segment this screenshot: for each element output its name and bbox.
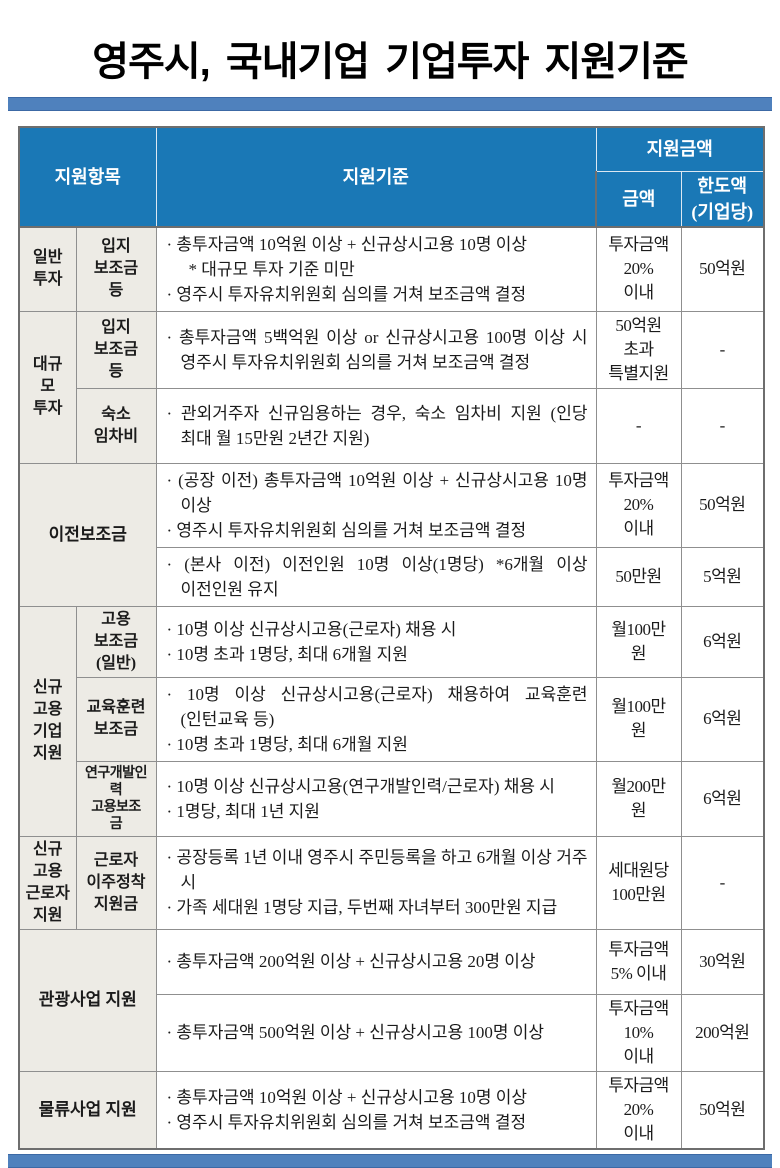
header-support-amount-group: 지원금액	[595, 126, 765, 172]
criteria-line: · 10명 초과 1명당, 최대 6개월 지원	[166, 734, 408, 754]
limit-cell: 50억원	[680, 1070, 765, 1149]
limit-cell: 6억원	[680, 760, 765, 837]
sub-item-cell: 근로자 이주정착 지원금	[75, 835, 157, 930]
criteria-cell: · 공장등록 1년 이내 영주시 주민등록을 하고 6개월 이상 거주 시 · …	[155, 835, 597, 930]
group-cell: 이전보조금	[18, 462, 157, 607]
row-large-investment-lodging: 숙소 임차비 · 관외거주자 신규임용하는 경우, 숙소 임차비 지원 (인당 …	[19, 387, 765, 464]
row-tourism-support-b: · 총투자금액 500억원 이상 + 신규상시고용 100명 이상 투자금액 1…	[19, 993, 765, 1072]
criteria-line: · 총투자금액 10억원 이상 + 신규상시고용 10명 이상	[166, 1087, 528, 1107]
amount-cell: 투자금액 10% 이내	[595, 993, 682, 1072]
row-relocation-subsidy-headquarters: · (본사 이전) 이전인원 10명 이상(1명당) *6개월 이상 이전인원 …	[19, 546, 765, 607]
criteria-line: * 대규모 투자 기준 미만	[188, 259, 355, 279]
sub-item-cell: 교육훈련 보조금	[75, 676, 157, 762]
amount-cell: -	[595, 387, 682, 464]
criteria-line: · 관외거주자 신규임용하는 경우, 숙소 임차비 지원 (인당 최대 월 15…	[166, 403, 588, 448]
amount-cell: 투자금액 5% 이내	[595, 928, 682, 995]
row-logistics-support: 물류사업 지원 · 총투자금액 10억원 이상 + 신규상시고용 10명 이상 …	[18, 1070, 765, 1149]
criteria-line: · (본사 이전) 이전인원 10명 이상(1명당) *6개월 이상 이전인원 …	[166, 554, 588, 599]
criteria-line: · 10명 이상 신규상시고용(근로자) 채용 시	[166, 619, 457, 639]
page-title: 영주시, 국내기업 기업투자 지원기준	[92, 40, 688, 84]
limit-cell: 6억원	[680, 676, 765, 762]
document-page: 영주시, 국내기업 기업투자 지원기준 지원항목 지원기준 지원금액 금액 한도…	[8, 40, 772, 1168]
criteria-line: · 총투자금액 5백억원 이상 or 신규상시고용 100명 이상 시 영주시 …	[166, 327, 588, 372]
table-header: 지원항목 지원기준 지원금액 금액 한도액 (기업당)	[18, 126, 765, 227]
limit-cell: -	[680, 310, 765, 389]
footer-bar	[8, 1153, 772, 1168]
criteria-line: · 총투자금액 200억원 이상 + 신규상시고용 20명 이상	[166, 952, 536, 971]
criteria-cell: · 10명 이상 신규상시고용(근로자) 채용하여 교육훈련 (인턴교육 등) …	[155, 676, 597, 762]
group-cell: 관광사업 지원	[18, 928, 157, 1072]
limit-cell: -	[680, 835, 765, 930]
row-relocation-subsidy-factory: 이전보조금 · (공장 이전) 총투자금액 10억원 이상 + 신규상시고용 1…	[18, 462, 765, 607]
limit-cell: 50억원	[680, 462, 765, 548]
sub-item-cell: 고용 보조금 (일반)	[75, 605, 157, 678]
criteria-cell: · 관외거주자 신규임용하는 경우, 숙소 임차비 지원 (인당 최대 월 15…	[155, 387, 597, 464]
sub-item-cell: 입지 보조금 등	[75, 226, 157, 312]
row-large-investment-location: 대규 모 투자 입지 보조금 등 · 총투자금액 5백억원 이상 or 신규상시…	[18, 310, 765, 464]
criteria-cell: · 총투자금액 500억원 이상 + 신규상시고용 100명 이상	[155, 993, 597, 1072]
limit-cell: -	[680, 387, 765, 464]
criteria-line: · 10명 이상 신규상시고용(연구개발인력/근로자) 채용 시	[166, 776, 555, 796]
header-support-criteria: 지원기준	[155, 126, 597, 227]
sub-item-cell: 숙소 임차비	[75, 387, 157, 464]
criteria-cell: · 총투자금액 200억원 이상 + 신규상시고용 20명 이상	[155, 928, 597, 995]
criteria-cell: · (공장 이전) 총투자금액 10억원 이상 + 신규상시고용 10명 이상 …	[155, 462, 597, 548]
limit-cell: 200억원	[680, 993, 765, 1072]
group-cell: 대규 모 투자	[18, 310, 77, 464]
support-criteria-table: 지원항목 지원기준 지원금액 금액 한도액 (기업당) 일반 투자 입지 보조금…	[18, 126, 765, 1150]
criteria-line: · 영주시 투자유치위원회 심의를 거쳐 보조금액 결정	[166, 1112, 527, 1132]
criteria-line: · 10명 초과 1명당, 최대 6개월 지원	[166, 644, 408, 664]
amount-cell: 월200만 원	[595, 760, 682, 837]
criteria-line: · 영주시 투자유치위원회 심의를 거쳐 보조금액 결정	[166, 520, 527, 540]
row-new-employment-rnd: 연구개발인 력 고용보조 금 · 10명 이상 신규상시고용(연구개발인력/근로…	[19, 760, 765, 837]
row-new-employment-training: 교육훈련 보조금 · 10명 이상 신규상시고용(근로자) 채용하여 교육훈련 …	[19, 676, 765, 762]
limit-cell: 50억원	[680, 226, 765, 312]
row-tourism-support-a: 관광사업 지원 · 총투자금액 200억원 이상 + 신규상시고용 20명 이상…	[18, 928, 765, 1072]
limit-cell: 5억원	[680, 546, 765, 607]
amount-cell: 투자금액 20% 이내	[595, 1070, 682, 1149]
criteria-cell: · (본사 이전) 이전인원 10명 이상(1명당) *6개월 이상 이전인원 …	[155, 546, 597, 607]
group-cell: 신규 고용 기업 지원	[18, 605, 77, 837]
criteria-cell: · 총투자금액 10억원 이상 + 신규상시고용 10명 이상 · 영주시 투자…	[155, 1070, 597, 1149]
amount-cell: 투자금액 20% 이내	[595, 226, 682, 312]
criteria-cell: · 총투자금액 5백억원 이상 or 신규상시고용 100명 이상 시 영주시 …	[155, 310, 597, 389]
row-worker-settlement-support: 신규 고용 근로자 지원 근로자 이주정착 지원금 · 공장등록 1년 이내 영…	[18, 835, 765, 930]
sub-item-cell: 입지 보조금 등	[75, 310, 157, 389]
header-support-item: 지원항목	[18, 126, 157, 227]
amount-cell: 50억원 초과 특별지원	[595, 310, 682, 389]
amount-cell: 월100만 원	[595, 605, 682, 678]
criteria-cell: · 10명 이상 신규상시고용(근로자) 채용 시 · 10명 초과 1명당, …	[155, 605, 597, 678]
title-underline-bar	[8, 97, 772, 111]
criteria-line: · 10명 이상 신규상시고용(근로자) 채용하여 교육훈련 (인턴교육 등)	[166, 684, 588, 729]
criteria-line: · 공장등록 1년 이내 영주시 주민등록을 하고 6개월 이상 거주 시	[166, 848, 588, 892]
amount-cell: 50만원	[595, 546, 682, 607]
group-cell: 일반 투자	[18, 226, 77, 312]
group-cell: 신규 고용 근로자 지원	[18, 835, 77, 930]
header-amount: 금액	[595, 170, 682, 227]
criteria-cell: · 10명 이상 신규상시고용(연구개발인력/근로자) 채용 시 · 1명당, …	[155, 760, 597, 837]
sub-item-cell: 연구개발인 력 고용보조 금	[75, 760, 157, 837]
row-new-employment-general: 신규 고용 기업 지원 고용 보조금 (일반) · 10명 이상 신규상시고용(…	[18, 605, 765, 837]
limit-cell: 30억원	[680, 928, 765, 995]
criteria-cell: · 총투자금액 10억원 이상 + 신규상시고용 10명 이상 * 대규모 투자…	[155, 226, 597, 312]
amount-cell: 월100만 원	[595, 676, 682, 762]
group-cell: 물류사업 지원	[18, 1070, 157, 1149]
amount-cell: 투자금액 20% 이내	[595, 462, 682, 548]
criteria-line: · (공장 이전) 총투자금액 10억원 이상 + 신규상시고용 10명 이상	[166, 470, 588, 515]
amount-cell: 세대원당 100만원	[595, 835, 682, 930]
criteria-line: · 총투자금액 10억원 이상 + 신규상시고용 10명 이상	[166, 234, 528, 254]
criteria-line: · 총투자금액 500억원 이상 + 신규상시고용 100명 이상	[166, 1023, 545, 1042]
criteria-line: · 가족 세대원 1명당 지급, 두번째 자녀부터 300만원 지급	[166, 898, 558, 917]
header-limit-per-company: 한도액 (기업당)	[680, 170, 765, 227]
limit-cell: 6억원	[680, 605, 765, 678]
criteria-line: · 1명당, 최대 1년 지원	[166, 801, 320, 821]
row-general-investment: 일반 투자 입지 보조금 등 · 총투자금액 10억원 이상 + 신규상시고용 …	[18, 226, 765, 312]
criteria-line: · 영주시 투자유치위원회 심의를 거쳐 보조금액 결정	[166, 284, 527, 304]
